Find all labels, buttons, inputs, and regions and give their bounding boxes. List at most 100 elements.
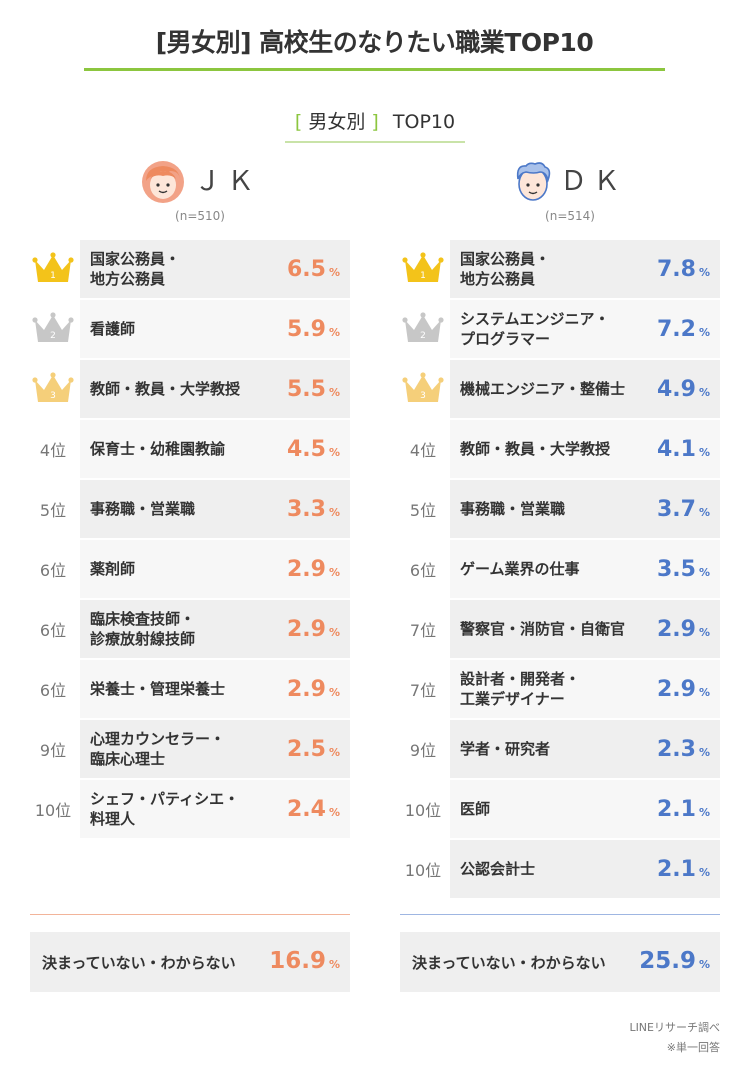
rank-cell: 10位 — [400, 840, 446, 898]
percentage-unit: % — [698, 745, 710, 759]
rank-cell: 2 — [400, 300, 446, 358]
ranking-row: 10位 公認会計士 2.1% — [400, 840, 720, 898]
bronze-crown-icon: 3 — [32, 372, 74, 402]
job-percentage: 3.3% — [287, 480, 340, 538]
dk-undecided-row: 決まっていない・わからない 25.9 % — [400, 932, 720, 992]
rank-cell: 6位 — [30, 660, 76, 718]
source-note: LINEリサーチ調べ ※単一回答 — [629, 1018, 720, 1058]
percentage-number: 2.9 — [286, 676, 326, 702]
percentage-number: 3.3 — [286, 496, 326, 522]
ranking-row: 6位 栄養士・管理栄養士 2.9% — [30, 660, 350, 718]
silver-crown-icon: 2 — [32, 312, 74, 342]
job-item: 事務職・営業職 3.3% — [80, 480, 350, 538]
undecided-value: 25.9 % — [639, 932, 710, 990]
job-name: ゲーム業界の仕事 — [460, 560, 580, 578]
job-name: 教師・教員・大学教授 — [460, 440, 611, 458]
rank-cell: 3 — [30, 360, 76, 418]
job-item: 警察官・消防官・自衛官 2.9% — [450, 600, 720, 658]
rank-cell: 6位 — [30, 540, 76, 598]
percentage-number: 2.9 — [656, 676, 696, 702]
rank-cell: 3 — [400, 360, 446, 418]
percentage-unit: % — [328, 265, 340, 279]
percentage-number: 4.5 — [286, 436, 326, 462]
job-item: シェフ・パティシエ・ 料理人 2.4% — [80, 780, 350, 838]
percentage-unit: % — [328, 505, 340, 519]
job-percentage: 3.5% — [657, 540, 710, 598]
rank-label: 5位 — [409, 501, 437, 520]
job-name: 設計者・開発者・ 工業デザイナー — [460, 670, 581, 708]
rank-cell: 10位 — [400, 780, 446, 838]
job-item: 薬剤師 2.9% — [80, 540, 350, 598]
job-name: 教師・教員・大学教授 — [90, 380, 241, 398]
ranking-row: 7位 警察官・消防官・自衛官 2.9% — [400, 600, 720, 658]
job-name: 心理カウンセラー・ 臨床心理士 — [90, 730, 226, 768]
percentage-number: 2.3 — [656, 736, 696, 762]
subtitle-bracket-close: ] — [371, 111, 379, 133]
rank-label: 6位 — [39, 621, 67, 640]
job-item: 看護師 5.9% — [80, 300, 350, 358]
percentage-unit: % — [328, 805, 340, 819]
title-underline — [84, 68, 665, 71]
job-name: 事務職・営業職 — [460, 500, 566, 518]
job-percentage: 7.2% — [657, 300, 710, 358]
dk-separator — [400, 914, 720, 915]
percentage-unit: % — [698, 565, 710, 579]
job-percentage: 2.4% — [287, 780, 340, 838]
jk-undecided-row: 決まっていない・わからない 16.9 % — [30, 932, 350, 992]
job-percentage: 2.1% — [657, 780, 710, 838]
rank-label: 9位 — [409, 741, 437, 760]
jk-separator — [30, 914, 350, 915]
percentage-unit: % — [698, 265, 710, 279]
job-percentage: 2.3% — [657, 720, 710, 778]
percentage-number: 4.9 — [656, 376, 696, 402]
job-name: 事務職・営業職 — [90, 500, 196, 518]
undecided-label: 決まっていない・わからない — [412, 953, 606, 972]
job-name: 栄養士・管理栄養士 — [90, 680, 226, 698]
job-name: 臨床検査技師・ 診療放射線技師 — [90, 610, 196, 648]
percentage-unit: % — [328, 385, 340, 399]
job-name: 医師 — [460, 800, 491, 818]
job-percentage: 2.9% — [287, 600, 340, 658]
job-percentage: 2.1% — [657, 840, 710, 898]
percentage-unit: % — [328, 565, 340, 579]
ranking-row: 3 機械エンジニア・整備士 4.9% — [400, 360, 720, 418]
bronze-crown-icon: 3 — [402, 372, 444, 402]
ranking-row: 5位 事務職・営業職 3.7% — [400, 480, 720, 538]
job-name: 国家公務員・ 地方公務員 — [90, 250, 181, 288]
undecided-unit: % — [698, 957, 710, 971]
undecided-number: 25.9 — [639, 948, 696, 974]
percentage-number: 2.9 — [286, 556, 326, 582]
percentage-number: 2.4 — [286, 796, 326, 822]
job-item: 学者・研究者 2.3% — [450, 720, 720, 778]
rank-label: 6位 — [409, 561, 437, 580]
rank-cell: 1 — [30, 240, 76, 298]
percentage-unit: % — [698, 385, 710, 399]
rank-label: 6位 — [39, 561, 67, 580]
percentage-unit: % — [698, 805, 710, 819]
ranking-row: 9位 心理カウンセラー・ 臨床心理士 2.5% — [30, 720, 350, 778]
ranking-row: 6位 ゲーム業界の仕事 3.5% — [400, 540, 720, 598]
job-percentage: 2.9% — [657, 660, 710, 718]
job-percentage: 6.5% — [287, 240, 340, 298]
rank-cell: 7位 — [400, 660, 446, 718]
crown-rank-number: 3 — [420, 391, 426, 401]
job-name: システムエンジニア・ プログラマー — [460, 310, 610, 348]
percentage-unit: % — [698, 325, 710, 339]
job-percentage: 5.5% — [287, 360, 340, 418]
section-subtitle: [ 男女別 ] TOP10 — [285, 104, 465, 140]
crown-rank-number: 1 — [420, 271, 426, 281]
ranking-row: 1 国家公務員・ 地方公務員 6.5% — [30, 240, 350, 298]
job-item: 医師 2.1% — [450, 780, 720, 838]
percentage-unit: % — [698, 685, 710, 699]
job-name: 機械エンジニア・整備士 — [460, 380, 626, 398]
job-name: 保育士・幼稚園教諭 — [90, 440, 226, 458]
rank-label: 7位 — [409, 621, 437, 640]
job-percentage: 4.5% — [287, 420, 340, 478]
ranking-row: 4位 教師・教員・大学教授 4.1% — [400, 420, 720, 478]
percentage-number: 5.9 — [286, 316, 326, 342]
rank-cell: 2 — [30, 300, 76, 358]
crown-rank-number: 2 — [420, 331, 426, 341]
subtitle-suffix: TOP10 — [392, 111, 456, 133]
undecided-unit: % — [328, 957, 340, 971]
percentage-unit: % — [698, 505, 710, 519]
